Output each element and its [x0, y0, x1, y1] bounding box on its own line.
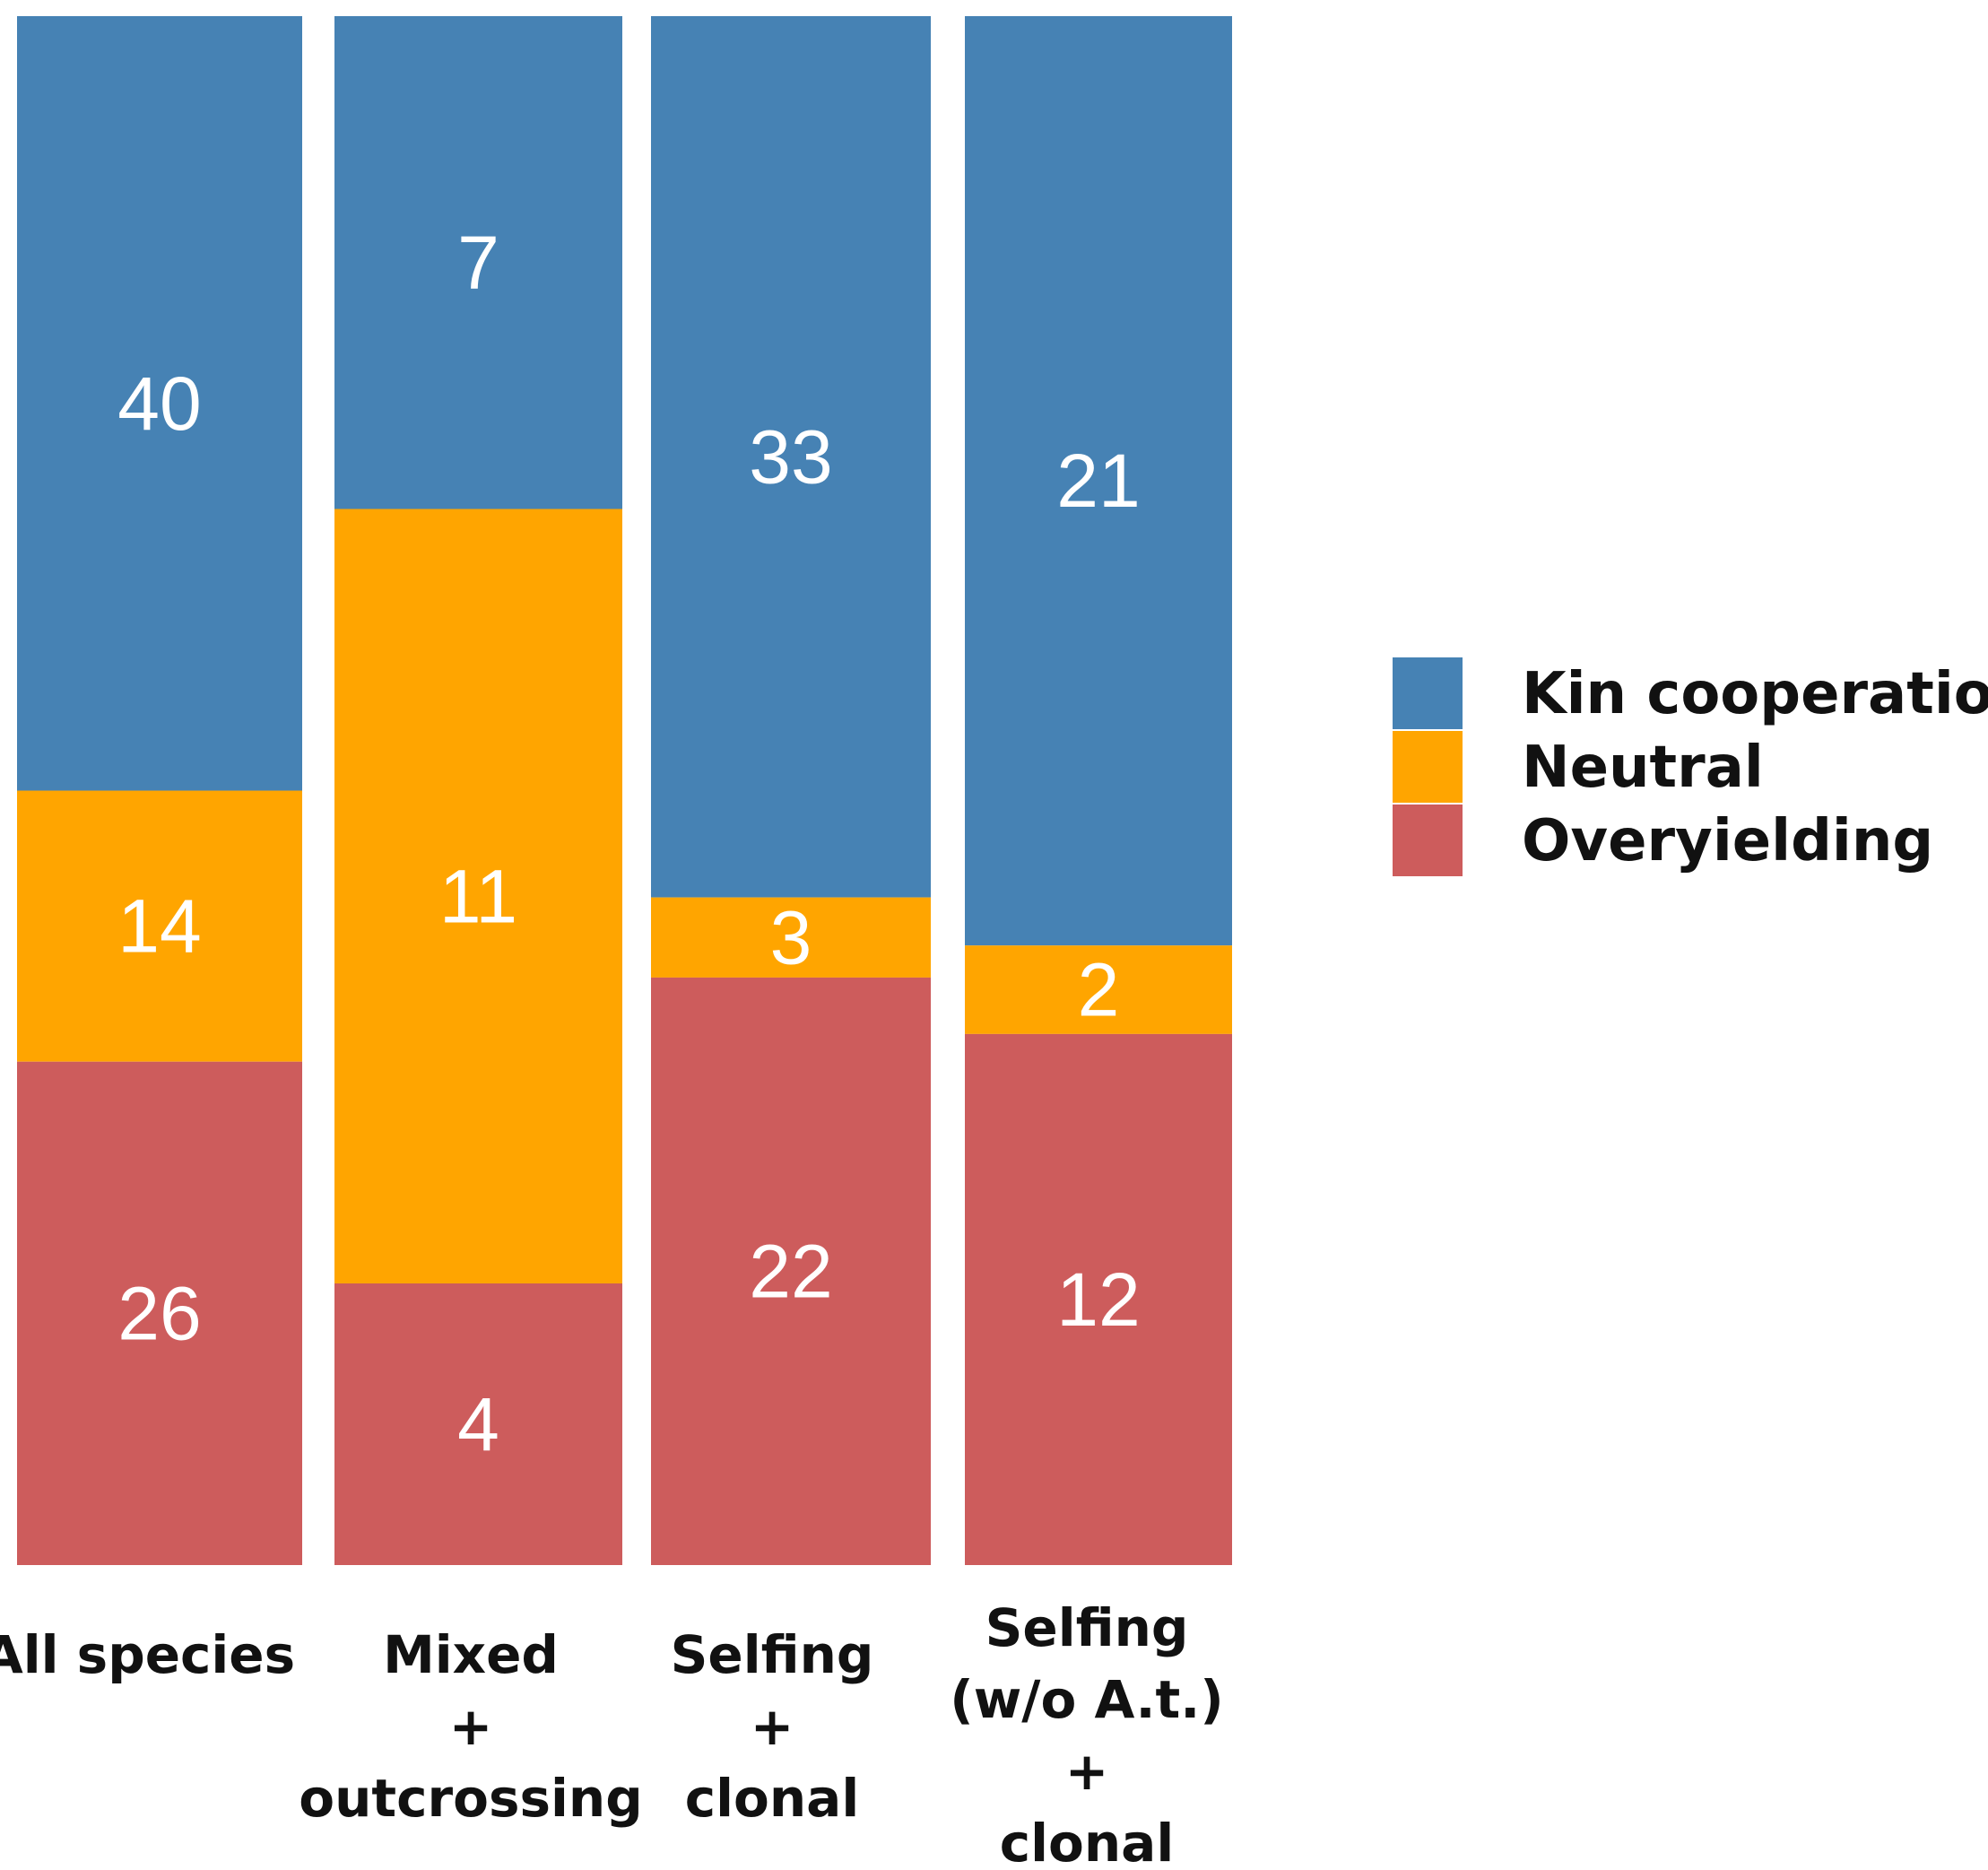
- data-label-overyielding-2: 4: [457, 1382, 499, 1466]
- category-label-2-line-2: +: [449, 1696, 493, 1757]
- data-label-overyielding-1: 26: [117, 1271, 201, 1355]
- data-label-neutral-4: 2: [1078, 948, 1120, 1032]
- legend-label-overyielding: Overyielding: [1522, 808, 1933, 874]
- bar-neutral-1: [17, 790, 302, 1062]
- legend-label-kin-cooperation: Kin cooperation: [1522, 661, 1988, 727]
- legend-swatch-neutral: [1393, 731, 1463, 803]
- category-label-3-line-2: +: [751, 1696, 794, 1757]
- category-label-4-line-2: (w/o A.t.): [950, 1669, 1224, 1730]
- category-label-4-line-1: Selfing: [985, 1597, 1189, 1658]
- category-label-3-line-1: Selfing: [671, 1624, 874, 1685]
- data-label-kin-cooperation-3: 33: [749, 414, 832, 499]
- bar-overyielding-4: [965, 1033, 1232, 1565]
- bar-kin-cooperation-3: [651, 16, 931, 898]
- legend: Kin cooperation Neutral Overyielding: [1393, 657, 1988, 876]
- bar-neutral-3: [651, 897, 931, 978]
- legend-swatch-kin-cooperation: [1393, 657, 1463, 729]
- category-label-3-line-3: clonal: [685, 1768, 859, 1829]
- legend-swatch-overyielding: [1393, 805, 1463, 876]
- bar-overyielding-1: [17, 1061, 302, 1565]
- legend-label-neutral: Neutral: [1522, 735, 1764, 801]
- data-label-kin-cooperation-4: 21: [1056, 439, 1140, 523]
- data-label-overyielding-3: 22: [749, 1229, 832, 1313]
- bar-kin-cooperation-4: [965, 16, 1232, 946]
- category-label-2-line-3: outcrossing: [299, 1768, 642, 1829]
- category-label-2-line-1: Mixed: [383, 1624, 559, 1685]
- data-label-kin-cooperation-1: 40: [117, 361, 201, 446]
- data-label-overyielding-4: 12: [1056, 1257, 1140, 1342]
- data-label-kin-cooperation-2: 7: [457, 221, 499, 305]
- bar-kin-cooperation-2: [334, 16, 622, 509]
- category-label-1-line-1: All species: [0, 1624, 295, 1685]
- data-label-neutral-2: 11: [439, 854, 517, 938]
- category-label-4-line-3: +: [1065, 1741, 1109, 1802]
- category-label-4-line-4: clonal: [1000, 1813, 1174, 1870]
- bar-overyielding-2: [334, 1283, 622, 1565]
- bar-overyielding-3: [651, 977, 931, 1565]
- bar-kin-cooperation-1: [17, 16, 302, 791]
- category-labels: All species Mixed + outcrossing Selfing + clon…: [0, 1597, 1224, 1870]
- data-label-neutral-3: 3: [770, 895, 812, 979]
- data-label-neutral-1: 14: [117, 884, 201, 969]
- bar-neutral-2: [334, 509, 622, 1283]
- bar-neutral-4: [965, 945, 1232, 1034]
